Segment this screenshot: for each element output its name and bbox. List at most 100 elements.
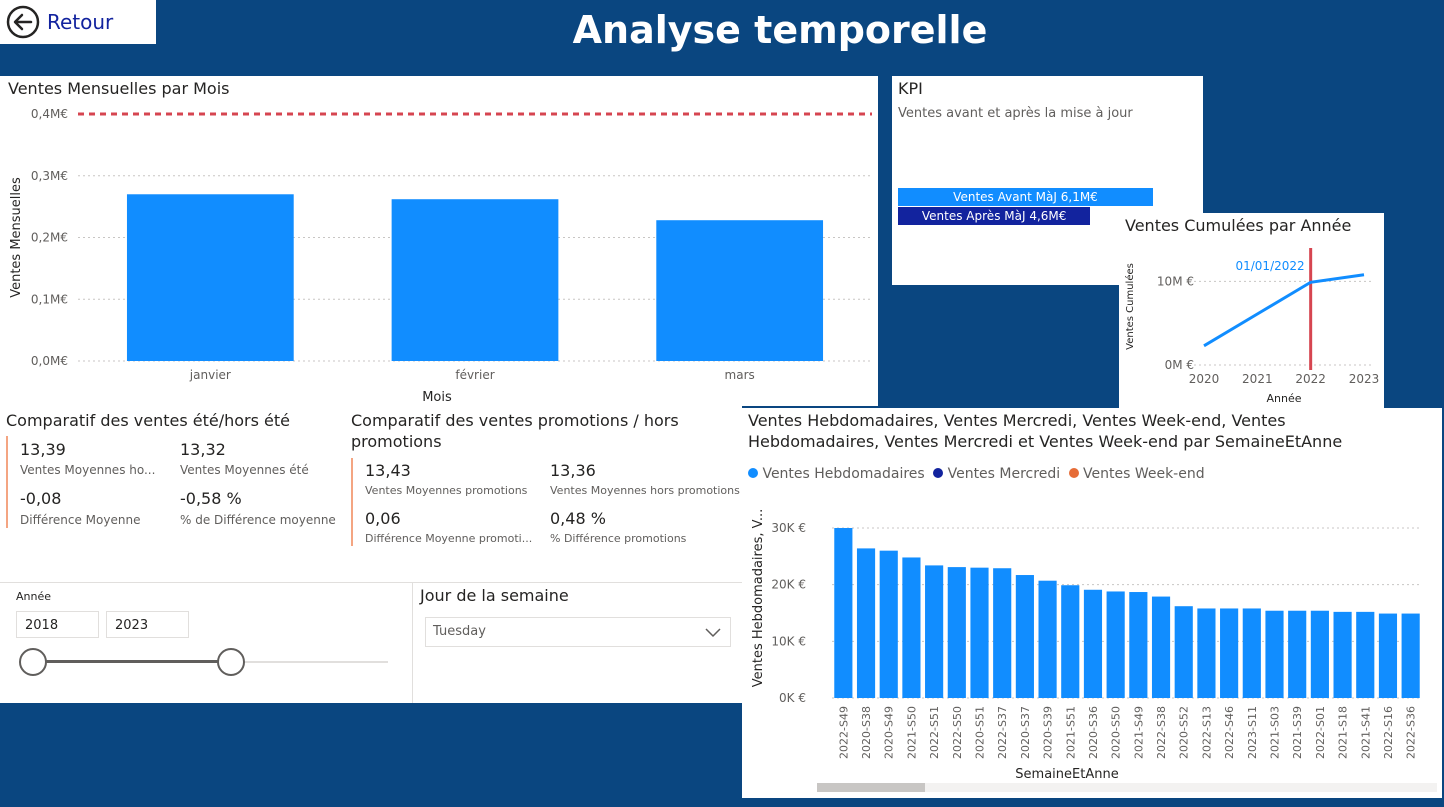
year-slicer: Année 2018 2023 — [0, 582, 413, 703]
year-to-input[interactable]: 2023 — [106, 611, 189, 638]
weekly-bar — [1265, 610, 1284, 698]
x-tick-label: 2021-S41 — [1359, 706, 1372, 759]
weekly-bar — [1356, 611, 1375, 698]
y-tick-label: 30K € — [771, 521, 806, 535]
weekly-bar — [1106, 591, 1125, 698]
x-tick-label: 2021-S39 — [1291, 706, 1304, 759]
weekly-bar — [947, 567, 966, 698]
year-from-input[interactable]: 2018 — [16, 611, 99, 638]
weekly-title-line2: Hebdomadaires, Ventes Mercredi et Ventes… — [748, 432, 1343, 451]
back-button[interactable]: Retour — [0, 0, 156, 44]
weekday-slicer-label: Jour de la semaine — [420, 586, 569, 605]
summer-comparison-card: Comparatif des ventes été/hors été 13,39… — [0, 406, 345, 582]
promo-kpi-label: Ventes Moyennes hors promotions — [550, 484, 740, 497]
promo-accent-bar — [351, 458, 353, 546]
y-tick-label: 0,0M€ — [31, 354, 68, 368]
y-tick-label: 0,3M€ — [31, 169, 68, 183]
summer-comparison-title: Comparatif des ventes été/hors été — [6, 411, 290, 430]
x-tick-label: 2020 — [1189, 372, 1220, 386]
kpi-bar-before-label: Ventes Avant MàJ 6,1M€ — [953, 190, 1098, 204]
year-slider-handle-end[interactable] — [217, 648, 245, 676]
weekly-bar — [1220, 608, 1239, 698]
promo-kpi-label: % Différence promotions — [550, 532, 687, 545]
summer-kpi-value: 13,39 — [20, 440, 66, 459]
y-tick-label: 0,2M€ — [31, 231, 68, 245]
x-tick-label: 2022-S36 — [1405, 706, 1418, 759]
x-tick-label: 2022-S51 — [928, 706, 941, 759]
y-tick-label: 10K € — [771, 634, 806, 648]
summer-kpi-label: Différence Moyenne — [20, 513, 141, 527]
x-tick-label: 2022-S49 — [837, 706, 850, 759]
scrollbar-thumb[interactable] — [817, 783, 925, 792]
weekly-bar — [1333, 611, 1352, 698]
weekly-bar — [1197, 608, 1216, 698]
weekly-legend: Ventes Hebdomadaires Ventes Mercredi Ven… — [748, 466, 1205, 482]
year-slider-handle-start[interactable] — [19, 648, 47, 676]
cumulative-sales-chart: Ventes Cumulées par Année 0M € 10M € 01/01… — [1119, 213, 1384, 408]
weekly-chart-svg: 0K € 10K € 20K € 30K € 2022-S49 2020-S38 2020-… — [751, 509, 1422, 782]
summer-kpi-value: -0,58 % — [180, 489, 242, 508]
year-slicer-label: Année — [16, 590, 52, 603]
weekly-bar — [1015, 575, 1034, 698]
weekly-bar — [1061, 585, 1080, 698]
weekly-bar — [1038, 580, 1057, 698]
cumulative-line — [1203, 273, 1365, 348]
legend-dot-weekend — [1068, 468, 1079, 478]
promo-comparison-card: Comparatif des ventes promotions / hors … — [345, 406, 742, 582]
horizontal-scrollbar[interactable] — [817, 783, 1437, 792]
monthly-chart-title: Ventes Mensuelles par Mois — [8, 79, 230, 98]
y-tick-label: 0,4M€ — [31, 107, 68, 121]
weekday-dropdown[interactable]: Tuesday — [425, 617, 731, 647]
promo-title-line2: promotions — [351, 432, 442, 451]
weekly-bar — [1288, 610, 1307, 698]
reference-label: 01/01/2022 — [1235, 259, 1304, 273]
x-tick-label: 2023-S11 — [1246, 706, 1259, 759]
x-tick-label: 2021-S49 — [1132, 706, 1145, 759]
cumulative-chart-title: Ventes Cumulées par Année — [1125, 216, 1352, 235]
x-tick-label: 2021 — [1242, 372, 1273, 386]
y-tick-label: 0,1M€ — [31, 292, 68, 306]
y-tick-label: 0M € — [1165, 358, 1194, 372]
weekly-bar — [1129, 592, 1148, 698]
x-tick-label: 2023 — [1349, 372, 1380, 386]
x-tick-label: 2021-S18 — [1337, 706, 1350, 759]
summer-kpi-value: 13,32 — [180, 440, 226, 459]
page-title: Analyse temporelle — [572, 8, 988, 52]
x-tick-label: 2022-S50 — [951, 706, 964, 759]
x-tick-label: 2020-S37 — [1019, 706, 1032, 759]
y-axis-title: Ventes Hebdomadaires, V... — [751, 509, 766, 688]
x-tick-label: 2022-S38 — [1155, 706, 1168, 759]
x-tick-label: 2022-S13 — [1200, 706, 1213, 759]
weekly-bar — [1174, 606, 1193, 698]
summer-kpi-label: Ventes Moyennes ho... — [20, 463, 156, 477]
weekly-bar — [993, 568, 1012, 698]
monthly-sales-chart: Ventes Mensuelles par Mois 0,0M€ 0,1M€ 0,2… — [0, 76, 878, 406]
promo-kpi-value: 13,43 — [365, 461, 411, 480]
x-tick-label: 2020-S39 — [1042, 706, 1055, 759]
monthly-bar — [391, 199, 559, 361]
x-tick-label: janvier — [189, 368, 231, 382]
weekday-selected-value: Tuesday — [433, 624, 486, 639]
summer-kpi-label: % de Différence moyenne — [180, 513, 336, 527]
weekly-bar — [1242, 608, 1261, 698]
x-tick-label: 2020-S49 — [883, 706, 896, 759]
x-tick-label: 2021-S03 — [1269, 706, 1282, 759]
x-tick-label: 2020-S52 — [1178, 706, 1191, 759]
weekly-bar — [1401, 613, 1420, 698]
x-tick-label: 2022-S46 — [1223, 706, 1236, 759]
y-tick-label: 20K € — [771, 578, 806, 592]
monthly-bar — [656, 220, 824, 361]
x-tick-label: 2022-S37 — [996, 706, 1009, 759]
kpi-title: KPI — [898, 79, 923, 98]
weekly-bar — [925, 565, 944, 698]
x-axis-title: Mois — [422, 390, 452, 405]
weekly-bar — [1083, 589, 1103, 698]
kpi-bar-after-label: Ventes Après MàJ 4,6M€ — [921, 209, 1067, 223]
back-label: Retour — [47, 10, 114, 34]
chevron-down-icon — [705, 628, 721, 638]
legend-dot-wednesday — [933, 468, 944, 478]
x-tick-label: 2020-S38 — [860, 706, 873, 759]
promo-kpi-label: Ventes Moyennes promotions — [365, 484, 528, 497]
promo-kpi-value: 0,48 % — [550, 509, 606, 528]
promo-kpi-value: 0,06 — [365, 509, 401, 528]
